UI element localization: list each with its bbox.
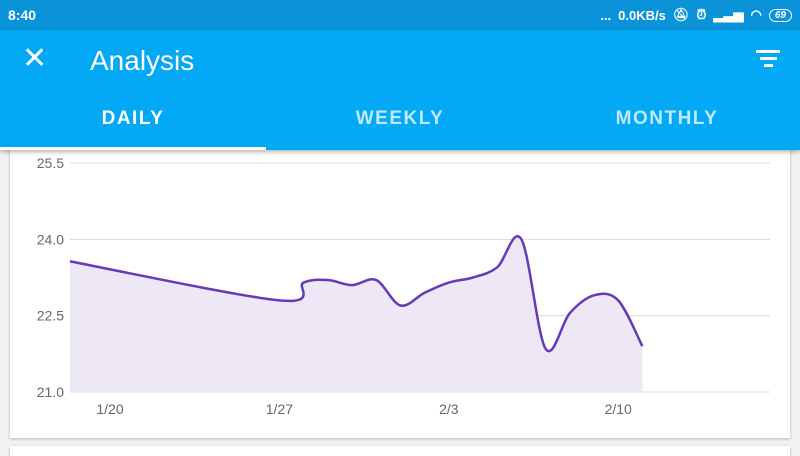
filter-icon[interactable]	[756, 50, 780, 70]
tab-daily[interactable]: DAILY	[101, 108, 165, 129]
y-tick-label: 25.5	[37, 155, 64, 171]
tab-weekly[interactable]: WEEKLY	[355, 108, 445, 129]
x-tick-label: 1/20	[96, 401, 123, 417]
y-tick-label: 22.5	[37, 308, 64, 324]
y-tick-label: 24.0	[37, 231, 64, 247]
x-tick-label: 2/3	[439, 401, 459, 417]
y-tick-label: 21.0	[37, 384, 64, 400]
status-bar: 8:40 ... 0.0KB/s 🔕︎ ⏰︎ ▂▃▅ ◠ 69	[0, 0, 800, 30]
wifi-icon: ◠	[750, 7, 762, 22]
clock: 8:40	[8, 7, 37, 23]
mute-icon: 🔕︎	[672, 7, 690, 22]
alarm-icon: ⏰︎	[696, 7, 707, 22]
area-fill	[70, 236, 643, 392]
tab-monthly[interactable]: MONTHLY	[615, 108, 719, 129]
network-speed: 0.0KB/s	[618, 7, 666, 23]
more-notifications-icon: ...	[600, 7, 612, 23]
app-bar: ✕ Analysis DAILY WEEKLY MONTHLY	[0, 30, 800, 150]
battery-icon: 69	[768, 8, 792, 22]
series-line	[70, 235, 644, 353]
x-tick-label: 1/27	[266, 401, 293, 417]
signal-icon: ▂▃▅	[713, 7, 744, 22]
page-title: Analysis	[90, 45, 195, 76]
close-icon[interactable]: ✕	[22, 42, 48, 75]
tab-indicator	[0, 147, 266, 150]
x-tick-label: 2/10	[605, 401, 632, 417]
